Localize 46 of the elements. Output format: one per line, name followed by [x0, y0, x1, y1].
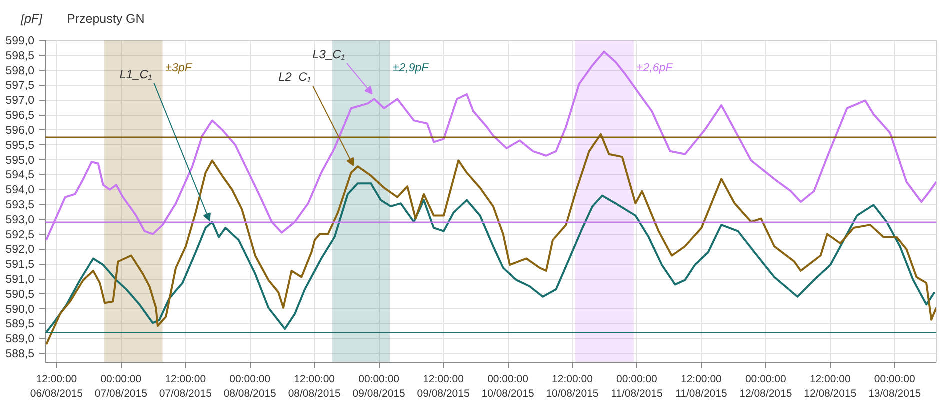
y-tick-label: 597,5	[6, 80, 35, 92]
annotation: L2_C₁	[278, 70, 312, 84]
line-series	[46, 50, 936, 242]
y-tick-label: 592,0	[6, 244, 35, 256]
y-tick-label: 595,0	[6, 154, 35, 167]
y-tick-label: 590,0	[6, 304, 35, 316]
band-label: ±3pF	[166, 62, 193, 74]
band-label: ±2,9pF	[392, 62, 430, 74]
y-tick-label: 593,0	[6, 214, 35, 226]
x-tick-label: 00:00:00 13/08/2015	[868, 374, 922, 400]
x-tick-label: 00:00:00 12/08/2015	[740, 374, 792, 400]
x-tick-label: 12:00:00 10/08/2015	[546, 374, 599, 400]
y-tick-label: 590,5	[6, 288, 35, 301]
x-tick-label: 12:00:00 11/08/2015	[676, 374, 728, 400]
x-tick-label: 00:00:00 09/08/2015	[352, 374, 406, 400]
y-tick-label: 591,5	[6, 259, 35, 272]
x-tick-label: 00:00:00 10/08/2015	[482, 374, 534, 400]
y-tick-label: 588,5	[6, 348, 35, 361]
y-tick-label: 596,5	[6, 110, 35, 122]
y-tick-label: 599,0	[6, 36, 35, 48]
band-label: ±2,6pF	[636, 62, 674, 74]
y-tick-label: 598,0	[6, 65, 35, 78]
x-tick-label: 12:00:00 08/08/2015	[288, 374, 342, 400]
y-tick-label: 592,5	[6, 229, 35, 242]
y-tick-label: 594,0	[6, 184, 35, 197]
x-tick-label: 00:00:00 07/08/2015	[94, 374, 148, 400]
y-tick-label: 596,0	[6, 124, 35, 137]
y-tick-label: 593,5	[6, 199, 35, 212]
x-tick-label: 12:00:00 07/08/2015	[159, 374, 212, 400]
y-tick-label: 598,5	[6, 50, 35, 62]
y-tick-label: 594,5	[6, 170, 35, 182]
y-tick-label: 589,5	[6, 318, 35, 331]
annotation: L1_C₁	[120, 67, 152, 82]
x-tick-label: 12:00:00 12/08/2015	[804, 374, 857, 400]
y-tick-label: 597,0	[6, 95, 35, 108]
chart-title: Przepusty GN	[67, 11, 145, 28]
x-tick-label: 12:00:00 09/08/2015	[417, 374, 470, 400]
y-tick-label: 591,0	[6, 274, 35, 286]
x-tick-label: 00:00:00 11/08/2015	[611, 374, 664, 400]
annotation: L3_C₁	[312, 48, 346, 62]
y-axis-title: [pF]	[20, 11, 44, 28]
y-tick-label: 595,5	[6, 140, 35, 152]
x-tick-label: 12:00:00 06/08/2015	[30, 374, 84, 400]
line-series	[46, 133, 936, 346]
y-tick-label: 589,0	[6, 334, 35, 346]
x-tick-label: 00:00:00 08/08/2015	[224, 374, 277, 400]
